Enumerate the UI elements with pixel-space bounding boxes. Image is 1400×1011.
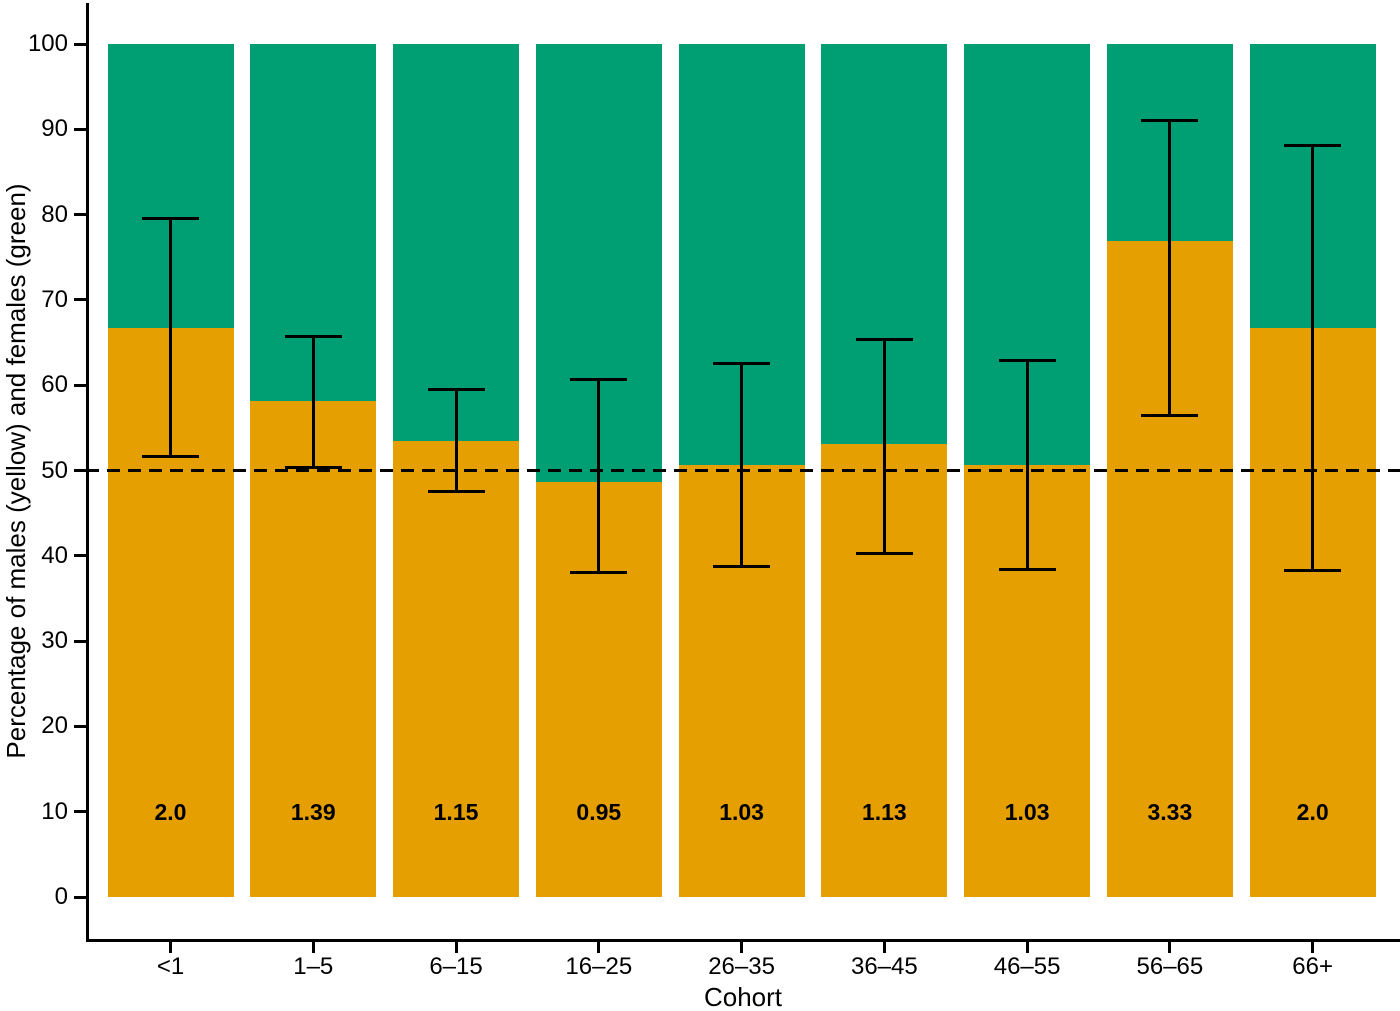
x-axis-tick xyxy=(454,942,458,953)
error-bar-cap-bottom xyxy=(284,465,342,469)
error-bar-cap-bottom xyxy=(1284,568,1342,572)
bar-ratio-label: 1.13 xyxy=(861,798,907,825)
x-tick-label: 26–35 xyxy=(708,953,775,980)
x-tick-label: 1–5 xyxy=(293,953,334,980)
x-axis-tick xyxy=(311,942,315,953)
x-tick-label: 56–65 xyxy=(1136,953,1204,980)
bar-ratio-label: 1.15 xyxy=(433,798,479,825)
y-axis-line xyxy=(86,3,89,942)
bar-ratio-label: 1.39 xyxy=(290,798,336,825)
y-axis-tick xyxy=(74,724,86,728)
y-tick-label: 10 xyxy=(41,797,68,825)
error-bar-cap-top xyxy=(1284,144,1342,147)
y-axis-tick xyxy=(74,298,86,302)
error-bar-line xyxy=(597,379,601,573)
error-bar-line xyxy=(1025,360,1029,570)
x-axis-tick xyxy=(1168,942,1172,953)
x-tick-label: 6–15 xyxy=(429,953,483,980)
x-tick-label: <1 xyxy=(156,953,185,980)
male-segment xyxy=(393,440,520,897)
x-axis-title: Cohort xyxy=(703,982,783,1011)
y-tick-label: 60 xyxy=(41,371,68,399)
error-bar-line xyxy=(1311,145,1315,571)
y-tick-label: 100 xyxy=(27,30,68,57)
error-bar-cap-bottom xyxy=(998,567,1056,571)
y-tick-label: 90 xyxy=(41,115,68,143)
error-bar-cap-top xyxy=(713,361,771,365)
x-axis-tick xyxy=(169,942,172,953)
error-bar-cap-top xyxy=(427,387,485,391)
y-axis-tick xyxy=(74,42,86,46)
error-bar-cap-top xyxy=(142,216,199,220)
y-tick-label: 70 xyxy=(41,285,68,313)
y-axis-tick xyxy=(74,639,86,643)
bar-ratio-label: 0.95 xyxy=(576,798,622,825)
x-axis-tick xyxy=(1311,942,1315,953)
y-tick-label: 80 xyxy=(41,200,68,228)
error-bar-line xyxy=(740,363,744,567)
y-tick-label: 0 xyxy=(54,883,68,910)
x-axis-tick xyxy=(882,942,886,953)
error-bar-line xyxy=(311,336,315,468)
y-tick-label: 20 xyxy=(41,712,68,740)
x-axis-tick xyxy=(740,942,744,953)
error-bar-cap-bottom xyxy=(1141,414,1199,418)
error-bar-cap-top xyxy=(284,335,342,339)
error-bar-cap-bottom xyxy=(427,490,485,494)
y-axis-tick xyxy=(74,383,86,387)
error-bar-cap-bottom xyxy=(570,571,628,575)
stacked-bar: 1.39 xyxy=(250,44,377,897)
y-axis-tick xyxy=(74,213,86,217)
y-axis-tick xyxy=(74,127,86,131)
y-tick-label: 40 xyxy=(41,541,68,569)
error-bar-cap-bottom xyxy=(855,551,913,555)
x-tick-label: 66+ xyxy=(1292,953,1334,980)
error-bar-cap-bottom xyxy=(142,455,199,459)
x-tick-label: 46–55 xyxy=(993,953,1061,980)
error-bar-cap-top xyxy=(998,358,1056,362)
bar-ratio-label: 2.0 xyxy=(154,798,187,825)
bar-ratio-label: 1.03 xyxy=(719,798,764,825)
error-bar-line xyxy=(882,339,886,554)
bar-ratio-label: 3.33 xyxy=(1147,798,1193,825)
x-axis-tick xyxy=(1025,942,1029,953)
error-bar-cap-top xyxy=(855,337,913,341)
bar-ratio-label: 1.03 xyxy=(1004,798,1050,825)
x-tick-label: 16–25 xyxy=(565,953,633,980)
y-tick-label: 50 xyxy=(41,456,68,484)
error-bar-line xyxy=(454,389,458,492)
error-bar-cap-top xyxy=(1141,119,1199,123)
y-axis-tick xyxy=(74,469,86,472)
y-axis-tick xyxy=(74,895,86,899)
error-bar-cap-top xyxy=(570,377,628,381)
error-bar-cap-bottom xyxy=(713,565,771,569)
y-axis-tick xyxy=(74,810,86,814)
error-bar-line xyxy=(169,218,172,457)
male-segment xyxy=(250,400,377,897)
x-axis-tick xyxy=(597,942,601,953)
y-axis-tick xyxy=(74,554,86,558)
x-axis-line xyxy=(86,939,1400,942)
x-tick-label: 36–45 xyxy=(850,953,918,980)
bar-ratio-label: 2.0 xyxy=(1296,798,1329,825)
error-bar-line xyxy=(1168,120,1172,416)
y-tick-label: 30 xyxy=(41,627,68,655)
